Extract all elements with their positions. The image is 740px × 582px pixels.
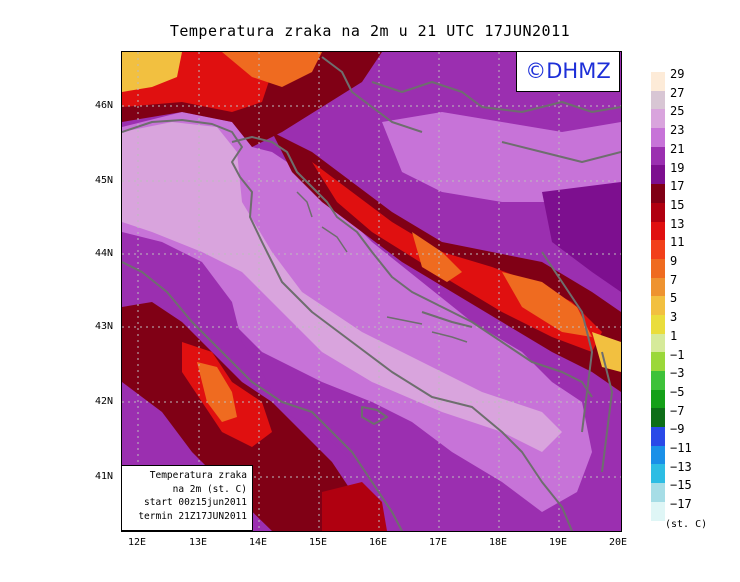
calabria-dark bbox=[322, 482, 387, 531]
legend-swatch bbox=[651, 184, 665, 203]
temperature-field bbox=[122, 52, 621, 531]
dinaric-yellow bbox=[592, 332, 621, 372]
legend-label: 21 bbox=[670, 141, 685, 156]
legend-swatch bbox=[651, 296, 665, 315]
legend-swatch bbox=[651, 314, 665, 334]
legend-label: 11 bbox=[670, 235, 685, 250]
lon-label: 13E bbox=[188, 537, 208, 548]
legend-label: −9 bbox=[670, 422, 685, 437]
legend-label: 5 bbox=[670, 291, 678, 306]
legend-swatch bbox=[651, 165, 665, 185]
lat-label: 45N bbox=[95, 175, 114, 186]
legend-swatch bbox=[651, 72, 665, 91]
lat-label: 46N bbox=[95, 100, 114, 111]
lon-label: 17E bbox=[428, 537, 448, 548]
legend-label: 13 bbox=[670, 216, 685, 231]
color-legend bbox=[651, 72, 665, 521]
coastline bbox=[122, 56, 621, 531]
lon-label: 12E bbox=[127, 537, 147, 548]
legend-label: 3 bbox=[670, 310, 678, 325]
alps-yellow bbox=[122, 52, 182, 92]
legend-swatch bbox=[651, 221, 665, 241]
legend-swatch bbox=[651, 464, 665, 484]
legend-label: −17 bbox=[670, 497, 692, 512]
lon-label: 18E bbox=[488, 537, 508, 548]
legend-label: −5 bbox=[670, 384, 685, 399]
sea-light-patch bbox=[122, 122, 562, 452]
legend-swatch bbox=[651, 352, 665, 371]
legend-label: 7 bbox=[670, 272, 678, 287]
legend-swatch bbox=[651, 109, 665, 129]
legend-swatch bbox=[651, 146, 665, 166]
legend-label: 29 bbox=[670, 67, 685, 81]
lat-label: 41N bbox=[95, 471, 114, 482]
italy-land bbox=[122, 232, 402, 531]
legend-swatch bbox=[651, 371, 665, 390]
map-title: Temperatura zraka na 2m u 21 UTC 17JUN20… bbox=[169, 22, 571, 40]
legend-swatch bbox=[651, 483, 665, 502]
lat-label: 43N bbox=[95, 321, 114, 332]
legend-label: 23 bbox=[670, 123, 685, 138]
legend-label: 27 bbox=[670, 85, 685, 100]
info-line-2: na 2m (st. C) bbox=[172, 483, 247, 495]
legend-swatch bbox=[651, 427, 665, 446]
lat-label: 42N bbox=[95, 396, 114, 407]
legend-label: 9 bbox=[670, 254, 678, 268]
legend-swatch bbox=[651, 333, 665, 353]
lon-label: 14E bbox=[248, 537, 268, 548]
info-line-1: Temperatura zraka bbox=[149, 470, 247, 481]
legend-label: −3 bbox=[670, 366, 685, 381]
legend-swatch bbox=[651, 240, 665, 259]
legend-unit: (st. C) bbox=[665, 519, 708, 530]
legend-swatch bbox=[651, 90, 665, 110]
legend-label: −1 bbox=[670, 347, 685, 362]
lon-label: 19E bbox=[548, 537, 568, 548]
legend-swatch bbox=[651, 128, 665, 147]
balkan-east bbox=[542, 182, 621, 292]
legend-label: 15 bbox=[670, 197, 685, 212]
temperature-map bbox=[121, 51, 622, 532]
alps-orange bbox=[222, 52, 322, 87]
islands bbox=[296, 191, 468, 343]
legend-swatch bbox=[651, 389, 665, 409]
legend-swatch bbox=[651, 445, 665, 465]
lat-label: 44N bbox=[95, 248, 114, 259]
legend-label: −7 bbox=[670, 403, 685, 418]
legend-swatch bbox=[651, 277, 665, 297]
legend-label: 19 bbox=[670, 160, 685, 175]
legend-swatch bbox=[651, 202, 665, 222]
info-line-4: termin 21Z17JUN2011 bbox=[138, 510, 247, 522]
legend-swatch bbox=[651, 501, 665, 521]
apennine-orange bbox=[197, 362, 237, 422]
legend-swatch bbox=[651, 408, 665, 428]
dinaric-orange bbox=[412, 232, 592, 337]
legend-label: 1 bbox=[670, 328, 678, 343]
legend-label: 17 bbox=[670, 179, 685, 194]
legend-label: −15 bbox=[670, 478, 692, 493]
legend-label: −11 bbox=[670, 441, 692, 455]
lon-label: 15E bbox=[308, 537, 328, 548]
legend-label: 25 bbox=[670, 104, 685, 119]
legend-label: −13 bbox=[670, 459, 692, 474]
legend-swatch bbox=[651, 258, 665, 278]
pannonian-light bbox=[382, 112, 621, 202]
info-box: Temperatura zraka na 2m (st. C) start 00… bbox=[121, 465, 253, 531]
info-line-3: start 00z15jun2011 bbox=[144, 497, 247, 508]
lon-label: 16E bbox=[368, 537, 388, 548]
dhmz-copyright-badge: ©DHMZ bbox=[516, 51, 620, 92]
lon-label: 20E bbox=[608, 537, 628, 548]
